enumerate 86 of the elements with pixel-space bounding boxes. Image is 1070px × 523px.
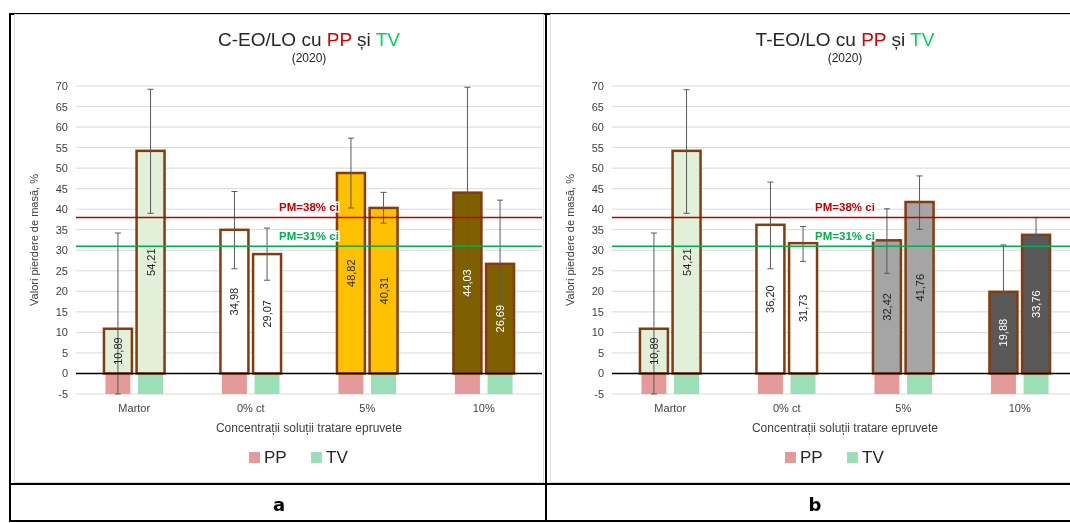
data-label: 40,31 — [377, 276, 390, 305]
data-label: 54,21 — [680, 248, 693, 276]
y-tick-label: 15 — [591, 305, 604, 318]
y-tick-label: 55 — [55, 141, 68, 154]
y-tick-label: 70 — [591, 80, 604, 92]
x-tick-label: 5% — [895, 402, 912, 414]
chart-subtitle: (2020) — [291, 51, 327, 65]
chart-title: C-EO/LO cu PP și TV — [218, 29, 401, 50]
legend-label: PP — [264, 448, 287, 467]
data-label: 54,21 — [144, 248, 157, 276]
y-tick-label: 50 — [591, 162, 604, 175]
y-tick-label: 15 — [55, 305, 68, 318]
x-tick-label: 10% — [1008, 402, 1031, 414]
text: a — [272, 494, 286, 515]
x-tick-label: Martor — [654, 402, 687, 414]
x-tick-label: Martor — [118, 402, 151, 414]
legend-label: PP — [800, 448, 823, 467]
bar — [757, 373, 783, 394]
y-tick-label: 50 — [55, 162, 68, 175]
x-tick-label: 10% — [472, 402, 495, 414]
bar — [221, 373, 247, 394]
y-tick-label: 5 — [61, 346, 68, 359]
y-tick-label: 65 — [591, 100, 604, 113]
y-tick-label: 30 — [591, 244, 604, 257]
legend-label: TV — [326, 448, 349, 467]
y-tick-label: 25 — [55, 264, 68, 277]
chart-title: T-EO/LO cu PP și TV — [755, 29, 935, 50]
y-tick-label: 0 — [61, 367, 68, 380]
y-tick-label: 60 — [55, 121, 68, 134]
bar — [907, 373, 933, 394]
x-axis-title: Concentrații soluții tratare epruvete — [215, 421, 403, 435]
y-tick-label: 35 — [591, 223, 604, 236]
y-axis-title: Valori pierdere de masă, % — [564, 173, 576, 306]
x-tick-label: 0% ct — [772, 402, 801, 414]
y-tick-label: 5 — [597, 346, 604, 359]
bar — [674, 373, 700, 394]
y-tick-label: 45 — [591, 182, 604, 195]
data-label: 33,76 — [1030, 290, 1043, 318]
y-tick-label: 20 — [55, 285, 68, 298]
bar — [990, 373, 1016, 394]
y-tick-label: 40 — [55, 203, 68, 216]
y-tick-label: 65 — [55, 100, 68, 113]
y-tick-label: 10 — [55, 326, 68, 339]
y-tick-label: 10 — [591, 326, 604, 339]
x-tick-label: 0% ct — [236, 402, 265, 414]
data-label: 10,89 — [647, 337, 660, 365]
data-label: 26,69 — [494, 304, 507, 333]
bar — [487, 373, 513, 394]
bar — [1023, 373, 1049, 394]
y-tick-label: 55 — [591, 141, 604, 154]
text: b — [808, 494, 822, 515]
y-tick-label: -5 — [58, 388, 68, 400]
y-tick-label: 35 — [55, 223, 68, 236]
y-tick-label: 0 — [597, 367, 604, 380]
data-label: 31,73 — [797, 294, 810, 323]
y-tick-label: 45 — [55, 182, 68, 195]
data-label: 32,42 — [880, 293, 893, 321]
data-label: 44,03 — [461, 269, 474, 297]
ref-line-label: PM=38% ci — [815, 201, 875, 214]
data-label: 36,20 — [764, 285, 777, 313]
x-tick-label: 5% — [359, 402, 376, 414]
bar — [454, 373, 480, 394]
data-label: 19,88 — [997, 318, 1010, 347]
ref-line-label: PM=31% ci — [815, 230, 875, 243]
data-label: 34,98 — [228, 287, 241, 316]
y-tick-label: 70 — [55, 80, 68, 92]
bar — [790, 373, 816, 394]
y-tick-label: -5 — [594, 388, 604, 400]
data-label: 29,07 — [261, 300, 274, 328]
bar — [371, 373, 397, 394]
x-axis-title: Concentrații soluții tratare epruvete — [751, 421, 939, 435]
y-axis-title: Valori pierdere de masă, % — [28, 173, 40, 306]
y-tick-label: 60 — [591, 121, 604, 134]
bar — [338, 373, 364, 394]
chart-subtitle: (2020) — [827, 51, 863, 65]
y-tick-label: 40 — [591, 203, 604, 216]
legend-label: TV — [862, 448, 885, 467]
data-label: 48,82 — [344, 259, 357, 287]
data-label: 41,76 — [913, 273, 926, 302]
bar — [874, 373, 900, 394]
bar — [254, 373, 280, 394]
y-tick-label: 25 — [591, 264, 604, 277]
y-tick-label: 30 — [55, 244, 68, 257]
bar — [138, 373, 164, 394]
y-tick-label: 20 — [591, 285, 604, 298]
data-label: 10,89 — [111, 337, 124, 365]
